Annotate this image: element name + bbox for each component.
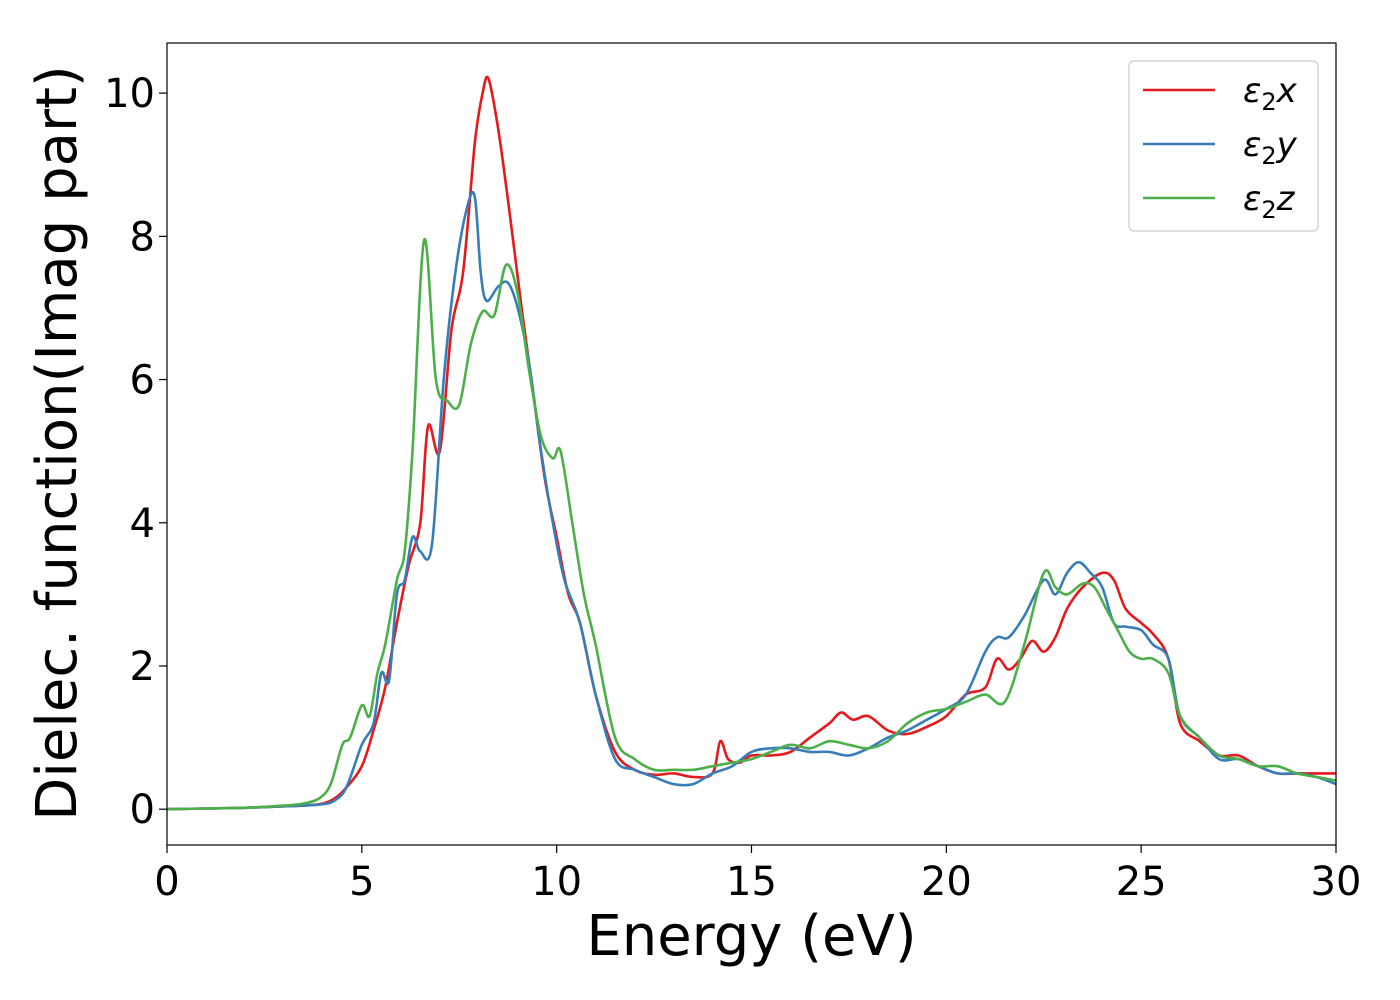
plot-lines xyxy=(167,75,1336,811)
series-line-1 xyxy=(167,75,1336,811)
y-tick-label: 4 xyxy=(130,501,155,547)
legend-label: ε2z xyxy=(1243,179,1296,224)
x-tick-label: 20 xyxy=(921,859,972,905)
x-axis-label: Energy (eV) xyxy=(586,904,916,969)
y-axis-label: Dielec. function(Imag part) xyxy=(25,65,90,821)
y-axis: 0 2 4 6 8 10 xyxy=(104,71,167,833)
x-tick-label: 25 xyxy=(1116,859,1167,905)
series-line-3 xyxy=(167,238,1336,811)
x-axis: 0 5 10 15 20 25 30 xyxy=(154,845,1361,905)
series-line-2 xyxy=(167,191,1336,811)
legend-label: ε2x xyxy=(1243,71,1298,116)
y-tick-label: 2 xyxy=(130,644,155,690)
legend: ε2x ε2y ε2z xyxy=(1128,60,1319,232)
y-tick-label: 8 xyxy=(130,214,155,260)
legend-box xyxy=(1128,60,1319,232)
x-tick-label: 5 xyxy=(349,859,374,905)
legend-label: ε2y xyxy=(1243,125,1298,170)
x-tick-label: 15 xyxy=(726,859,777,905)
x-tick-label: 0 xyxy=(154,859,179,905)
y-tick-label: 10 xyxy=(104,71,155,117)
x-tick-label: 10 xyxy=(531,859,582,905)
x-tick-label: 30 xyxy=(1311,859,1362,905)
y-tick-label: 0 xyxy=(130,787,155,833)
y-tick-label: 6 xyxy=(130,358,155,404)
